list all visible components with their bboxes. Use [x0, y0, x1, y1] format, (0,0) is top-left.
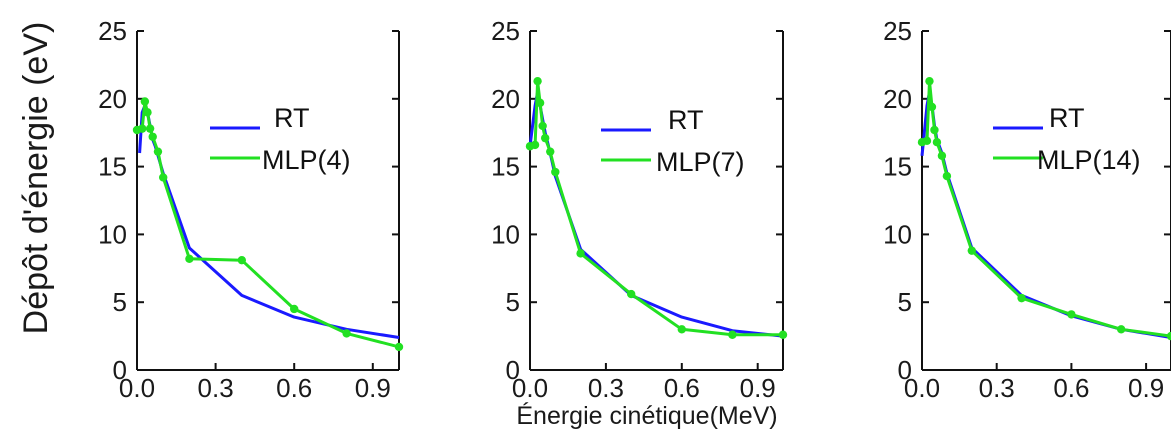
legend-label: RT	[1049, 103, 1085, 133]
series-line-mlp-4-	[136, 100, 400, 349]
y-tick-label: 15	[883, 152, 912, 182]
y-tick-label: 25	[98, 16, 127, 46]
x-tick-label: 0.3	[198, 373, 234, 403]
x-tick-label: 0.9	[740, 373, 776, 403]
data-point	[1067, 310, 1076, 319]
y-tick-label: 10	[883, 219, 912, 249]
chart-panels: 0 5 10 15 20 25 0.0 0.3 0.6 0.9 RT MLP(4) 0 5 10 15 20 25…	[98, 16, 1171, 403]
data-point	[138, 124, 147, 133]
data-point	[927, 102, 937, 112]
data-point	[394, 342, 404, 352]
chart-panel-3: 0 5 10 15 20 25 0.0 0.3 0.6 0.9 RT MLP(14)	[883, 16, 1171, 403]
x-tick-label: 0.0	[512, 373, 548, 403]
data-point	[342, 329, 351, 338]
data-point	[546, 147, 555, 156]
y-tick-label: 15	[98, 152, 127, 182]
data-point	[576, 249, 585, 258]
x-tick-label: 0.3	[979, 373, 1015, 403]
data-point	[540, 133, 550, 143]
data-point	[533, 76, 542, 86]
data-point	[932, 137, 942, 147]
y-tick-label: 20	[491, 84, 520, 114]
data-point	[185, 254, 194, 264]
x-tick-label: 0.9	[355, 373, 391, 403]
legend-label: MLP(7)	[656, 147, 745, 177]
y-tick-label: 20	[883, 84, 912, 114]
y-tick-label: 5	[506, 287, 520, 317]
chart-panel-2: 0 5 10 15 20 25 0.0 0.3 0.6 0.9 RT MLP(7)	[491, 16, 788, 403]
x-tick-label: 0.0	[119, 373, 155, 403]
y-tick-label: 10	[98, 219, 127, 249]
data-point	[290, 304, 299, 314]
data-point	[143, 108, 152, 117]
y-tick-label: 0	[898, 355, 912, 385]
series-line-mlp-7-	[529, 79, 783, 337]
y-tick-label: 10	[491, 219, 520, 249]
legend-label: MLP(4)	[262, 145, 351, 175]
data-point	[728, 330, 737, 339]
y-tick-label: 0	[506, 355, 520, 385]
data-point	[148, 132, 157, 141]
data-point	[145, 124, 155, 133]
x-tick-label: 0.6	[664, 373, 700, 403]
y-tick-label: 20	[98, 84, 127, 114]
x-tick-label: 0.0	[904, 373, 940, 403]
chart-panel-1: 0 5 10 15 20 25 0.0 0.3 0.6 0.9 RT MLP(4)	[98, 16, 404, 403]
data-point	[930, 125, 939, 135]
x-tick-label: 0.3	[588, 373, 624, 403]
y-tick-label: 15	[491, 152, 520, 182]
data-point	[677, 325, 686, 334]
data-point	[538, 121, 547, 131]
data-point	[937, 151, 947, 160]
y-tick-label: 5	[113, 287, 127, 317]
data-point	[159, 173, 168, 182]
data-point	[942, 171, 952, 181]
data-point	[778, 330, 788, 339]
data-point	[153, 147, 163, 156]
y-tick-label: 0	[113, 355, 127, 385]
x-axis-title: Énergie cinétique(MeV)	[516, 401, 777, 430]
data-point	[551, 167, 560, 177]
data-point	[627, 289, 636, 299]
data-point	[1166, 331, 1171, 341]
y-tick-label: 25	[491, 16, 520, 46]
legend-label: RT	[274, 103, 310, 133]
data-point	[925, 76, 934, 86]
data-point	[237, 255, 246, 265]
data-point	[140, 97, 150, 106]
data-point	[922, 136, 932, 146]
x-tick-label: 0.9	[1128, 373, 1164, 403]
y-tick-label: 25	[883, 16, 912, 46]
data-point	[967, 246, 976, 255]
data-point	[530, 140, 540, 150]
legend-label: MLP(14)	[1037, 145, 1141, 175]
data-point	[535, 98, 545, 108]
data-point	[1017, 293, 1026, 303]
y-axis-title: Dépôt d'énergie (eV)	[17, 22, 55, 335]
data-point	[1117, 325, 1126, 334]
legend-label: RT	[668, 105, 704, 135]
x-tick-label: 0.6	[1053, 373, 1089, 403]
x-tick-label: 0.6	[276, 373, 312, 403]
y-tick-label: 5	[898, 287, 912, 317]
